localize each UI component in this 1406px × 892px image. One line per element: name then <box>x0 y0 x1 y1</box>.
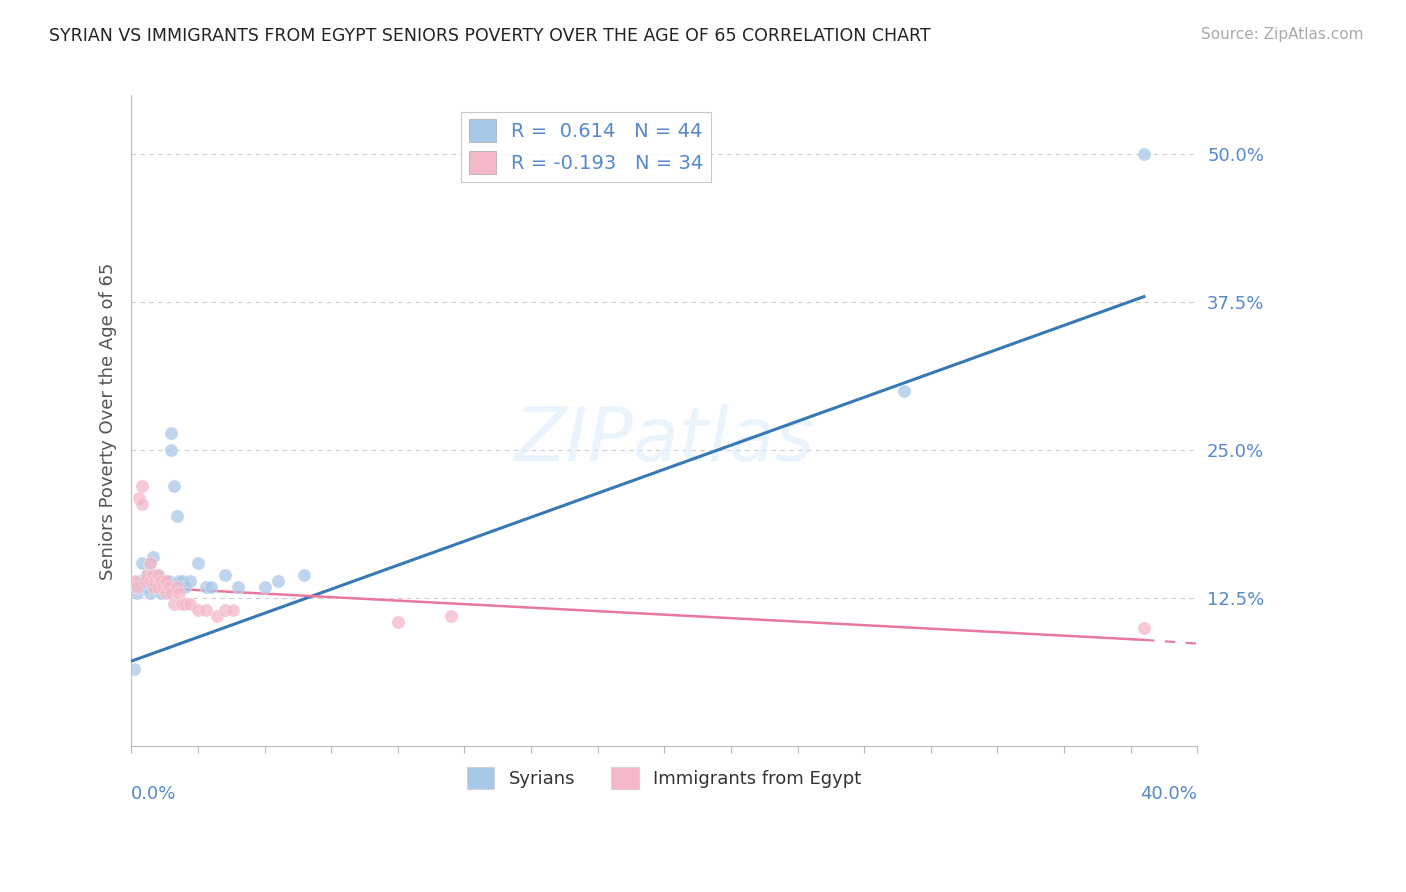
Point <box>155 585 177 599</box>
Point <box>214 567 236 582</box>
Point <box>149 585 172 599</box>
Y-axis label: Seniors Poverty Over the Age of 65: Seniors Poverty Over the Age of 65 <box>100 262 117 580</box>
Point <box>1133 621 1156 635</box>
Point <box>134 580 156 594</box>
Point <box>205 609 228 624</box>
Point <box>160 443 183 458</box>
Point <box>173 580 195 594</box>
Point <box>200 580 222 594</box>
Point <box>167 580 190 594</box>
Point <box>226 580 249 594</box>
Point <box>142 580 165 594</box>
Point <box>146 567 169 582</box>
Point <box>160 585 183 599</box>
Point <box>122 663 145 677</box>
Point <box>152 574 174 588</box>
Point <box>157 574 180 588</box>
Point <box>179 574 201 588</box>
Point <box>167 574 190 588</box>
Text: 0.0%: 0.0% <box>131 786 177 804</box>
Point <box>194 580 217 594</box>
Point <box>170 574 193 588</box>
Point <box>142 549 165 564</box>
Point <box>187 556 209 570</box>
Point <box>294 567 316 582</box>
Point <box>149 574 172 588</box>
Point <box>149 574 172 588</box>
Point <box>173 598 195 612</box>
Text: SYRIAN VS IMMIGRANTS FROM EGYPT SENIORS POVERTY OVER THE AGE OF 65 CORRELATION C: SYRIAN VS IMMIGRANTS FROM EGYPT SENIORS … <box>49 27 931 45</box>
Point <box>387 615 409 629</box>
Point <box>136 567 159 582</box>
Point <box>134 574 156 588</box>
Point <box>163 479 186 493</box>
Point <box>267 574 290 588</box>
Point <box>179 598 201 612</box>
Point <box>157 580 180 594</box>
Point <box>253 580 276 594</box>
Text: 40.0%: 40.0% <box>1140 786 1198 804</box>
Point <box>139 585 162 599</box>
Point <box>166 508 188 523</box>
Point <box>440 609 463 624</box>
Point <box>142 580 165 594</box>
Point <box>221 603 243 617</box>
Point <box>146 580 169 594</box>
Point <box>146 580 169 594</box>
Legend: R =  0.614   N = 44, R = -0.193   N = 34: R = 0.614 N = 44, R = -0.193 N = 34 <box>461 112 711 182</box>
Point <box>131 574 153 588</box>
Point <box>155 574 177 588</box>
Point <box>131 556 153 570</box>
Point <box>146 574 169 588</box>
Point <box>143 580 166 594</box>
Point <box>194 603 217 617</box>
Point <box>136 567 159 582</box>
Point <box>155 574 177 588</box>
Point <box>139 574 162 588</box>
Point <box>134 574 156 588</box>
Point <box>139 556 162 570</box>
Point <box>122 574 145 588</box>
Text: Source: ZipAtlas.com: Source: ZipAtlas.com <box>1201 27 1364 42</box>
Point <box>160 425 183 440</box>
Text: ZIPatlas: ZIPatlas <box>515 404 814 476</box>
Point <box>131 479 153 493</box>
Point <box>167 585 190 599</box>
Point <box>214 603 236 617</box>
Point <box>142 567 165 582</box>
Point <box>152 580 174 594</box>
Point <box>893 384 915 399</box>
Point <box>155 580 177 594</box>
Point <box>187 603 209 617</box>
Point <box>163 598 186 612</box>
Point <box>1133 147 1156 161</box>
Point <box>125 580 148 594</box>
Point <box>128 574 150 588</box>
Point <box>166 580 188 594</box>
Point <box>146 567 169 582</box>
Point <box>170 598 193 612</box>
Point <box>136 580 159 594</box>
Point <box>128 491 150 505</box>
Point <box>143 567 166 582</box>
Point <box>131 497 153 511</box>
Point <box>139 556 162 570</box>
Point <box>125 585 148 599</box>
Point <box>152 580 174 594</box>
Point <box>143 574 166 588</box>
